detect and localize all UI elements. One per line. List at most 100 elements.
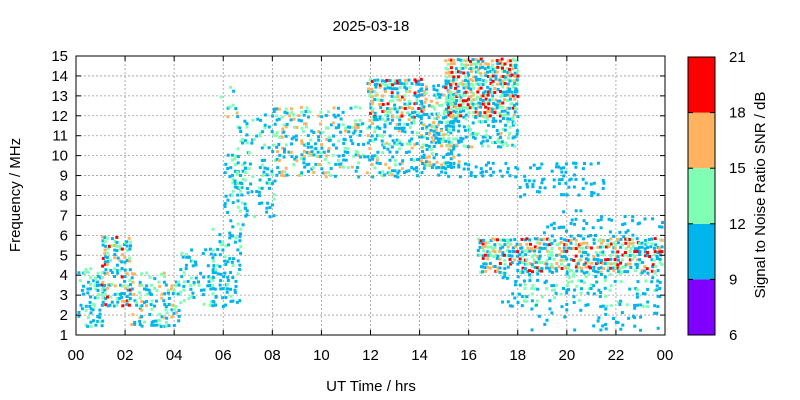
snr-point (505, 67, 509, 70)
snr-point (549, 263, 553, 267)
snr-point (565, 291, 569, 295)
snr-point (506, 93, 510, 97)
y-tick-label: 3 (60, 287, 68, 304)
snr-point (511, 136, 515, 140)
x-tick-label: 12 (362, 347, 379, 364)
snr-point (549, 254, 553, 257)
snr-point (442, 155, 445, 159)
snr-point (493, 250, 497, 254)
snr-point (553, 266, 556, 270)
snr-point (239, 174, 242, 177)
snr-point (275, 145, 279, 149)
snr-point (118, 259, 122, 263)
snr-point (388, 158, 392, 162)
colorbar (687, 56, 716, 336)
snr-point (535, 270, 539, 274)
snr-point (504, 141, 508, 145)
snr-point (469, 95, 473, 98)
snr-point (103, 262, 107, 266)
snr-point (469, 128, 472, 131)
snr-point (592, 255, 596, 259)
snr-point (129, 283, 132, 287)
snr-point (266, 201, 270, 205)
snr-point (84, 308, 88, 312)
snr-point (616, 258, 620, 262)
snr-point (446, 144, 450, 148)
snr-point (414, 79, 418, 83)
snr-point (96, 284, 99, 287)
snr-point (461, 79, 465, 83)
snr-point (488, 114, 492, 118)
snr-point (231, 181, 235, 185)
snr-point (423, 163, 427, 167)
snr-point (473, 136, 477, 140)
snr-point (317, 155, 321, 159)
snr-point (105, 271, 109, 275)
snr-point (509, 59, 513, 63)
snr-point (116, 292, 120, 296)
snr-point (446, 81, 450, 85)
snr-point (104, 255, 108, 259)
snr-point (449, 161, 453, 165)
snr-point (597, 239, 601, 243)
snr-point (398, 106, 402, 110)
snr-point (206, 284, 210, 288)
snr-point (261, 173, 265, 177)
snr-point (619, 280, 623, 284)
snr-point (550, 250, 554, 254)
snr-point (113, 284, 117, 288)
snr-point (327, 147, 331, 151)
snr-point (101, 256, 105, 260)
snr-point (120, 247, 124, 251)
snr-point (470, 70, 473, 73)
snr-point (277, 117, 281, 121)
snr-point (192, 280, 196, 284)
snr-point (443, 161, 446, 165)
snr-point (619, 299, 623, 303)
snr-point (606, 261, 610, 265)
snr-point (343, 150, 347, 154)
snr-point (241, 141, 245, 145)
snr-point (208, 284, 212, 287)
snr-point (498, 99, 502, 103)
snr-point (369, 106, 373, 110)
snr-point (379, 106, 383, 110)
snr-point (548, 243, 552, 247)
snr-point (229, 166, 233, 170)
snr-point (634, 287, 638, 291)
snr-point (473, 175, 477, 178)
snr-point (164, 324, 168, 328)
snr-point (646, 250, 649, 254)
snr-point (486, 93, 490, 97)
snr-point (459, 95, 463, 99)
snr-point (398, 98, 402, 102)
snr-point (611, 250, 615, 254)
snr-point (430, 166, 434, 169)
snr-point (241, 177, 245, 181)
snr-point (436, 84, 440, 87)
snr-point (511, 117, 515, 121)
snr-point (481, 242, 485, 246)
snr-point (535, 303, 538, 307)
snr-point (222, 287, 226, 291)
snr-point (479, 94, 483, 98)
snr-point (370, 102, 374, 106)
snr-point (555, 269, 559, 273)
snr-point (449, 121, 452, 124)
snr-point (281, 127, 285, 131)
snr-point (376, 134, 379, 138)
snr-point (553, 284, 556, 288)
snr-point (559, 258, 563, 262)
snr-point (449, 74, 453, 78)
snr-point (449, 164, 453, 168)
snr-point (133, 320, 137, 324)
snr-point (469, 171, 473, 175)
snr-point (638, 258, 642, 262)
snr-point (93, 284, 97, 288)
snr-point (492, 125, 496, 128)
snr-point (545, 318, 549, 322)
snr-point (103, 260, 107, 264)
snr-point (417, 114, 421, 118)
snr-point (569, 258, 573, 262)
snr-point (398, 81, 402, 85)
